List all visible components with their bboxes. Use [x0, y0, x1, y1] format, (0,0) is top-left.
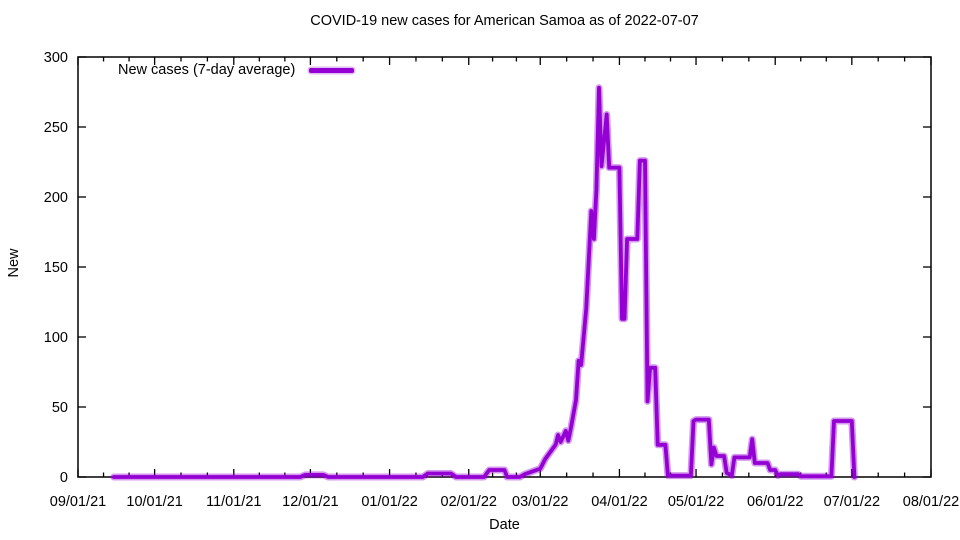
y-tick-label: 100 [44, 330, 68, 346]
y-axis-title: New [6, 248, 22, 278]
y-tick-label: 50 [52, 400, 68, 416]
y-tick-labels: 0 50 100 150 200 250 300 [44, 50, 68, 486]
x-tick-label: 10/01/21 [126, 494, 182, 510]
series-line-halo [110, 84, 858, 481]
x-tick-label: 12/01/21 [282, 494, 338, 510]
x-tick-label: 11/01/21 [206, 494, 261, 510]
series-line [111, 85, 857, 479]
plot-border [77, 56, 932, 478]
x-axis-ticks [77, 57, 932, 477]
y-tick-label: 250 [44, 120, 68, 136]
chart-title: COVID-19 new cases for American Samoa as… [310, 13, 699, 29]
x-tick-labels: 09/01/21 10/01/21 11/01/21 12/01/21 01/01/22… [50, 494, 959, 510]
x-tick-label: 03/01/22 [512, 494, 568, 510]
x-tick-label: 06/01/22 [747, 494, 803, 510]
y-tick-label: 0 [60, 470, 68, 486]
legend: New cases (7-day average) [118, 61, 355, 79]
x-axis-title: Date [489, 517, 520, 533]
y-axis-ticks [78, 56, 931, 478]
legend-line-sample [309, 67, 355, 73]
y-tick-label: 200 [44, 190, 68, 206]
x-tick-label: 05/01/22 [668, 494, 724, 510]
y-tick-label: 150 [44, 260, 68, 276]
y-tick-label: 300 [44, 50, 68, 66]
legend-label: New cases (7-day average) [118, 62, 296, 78]
x-tick-label: 02/01/22 [441, 494, 497, 510]
x-tick-label: 08/01/22 [903, 494, 959, 510]
x-tick-label: 01/01/22 [361, 494, 417, 510]
x-tick-label: 04/01/22 [591, 494, 647, 510]
x-tick-label: 09/01/21 [50, 494, 106, 510]
x-tick-label: 07/01/22 [824, 494, 880, 510]
